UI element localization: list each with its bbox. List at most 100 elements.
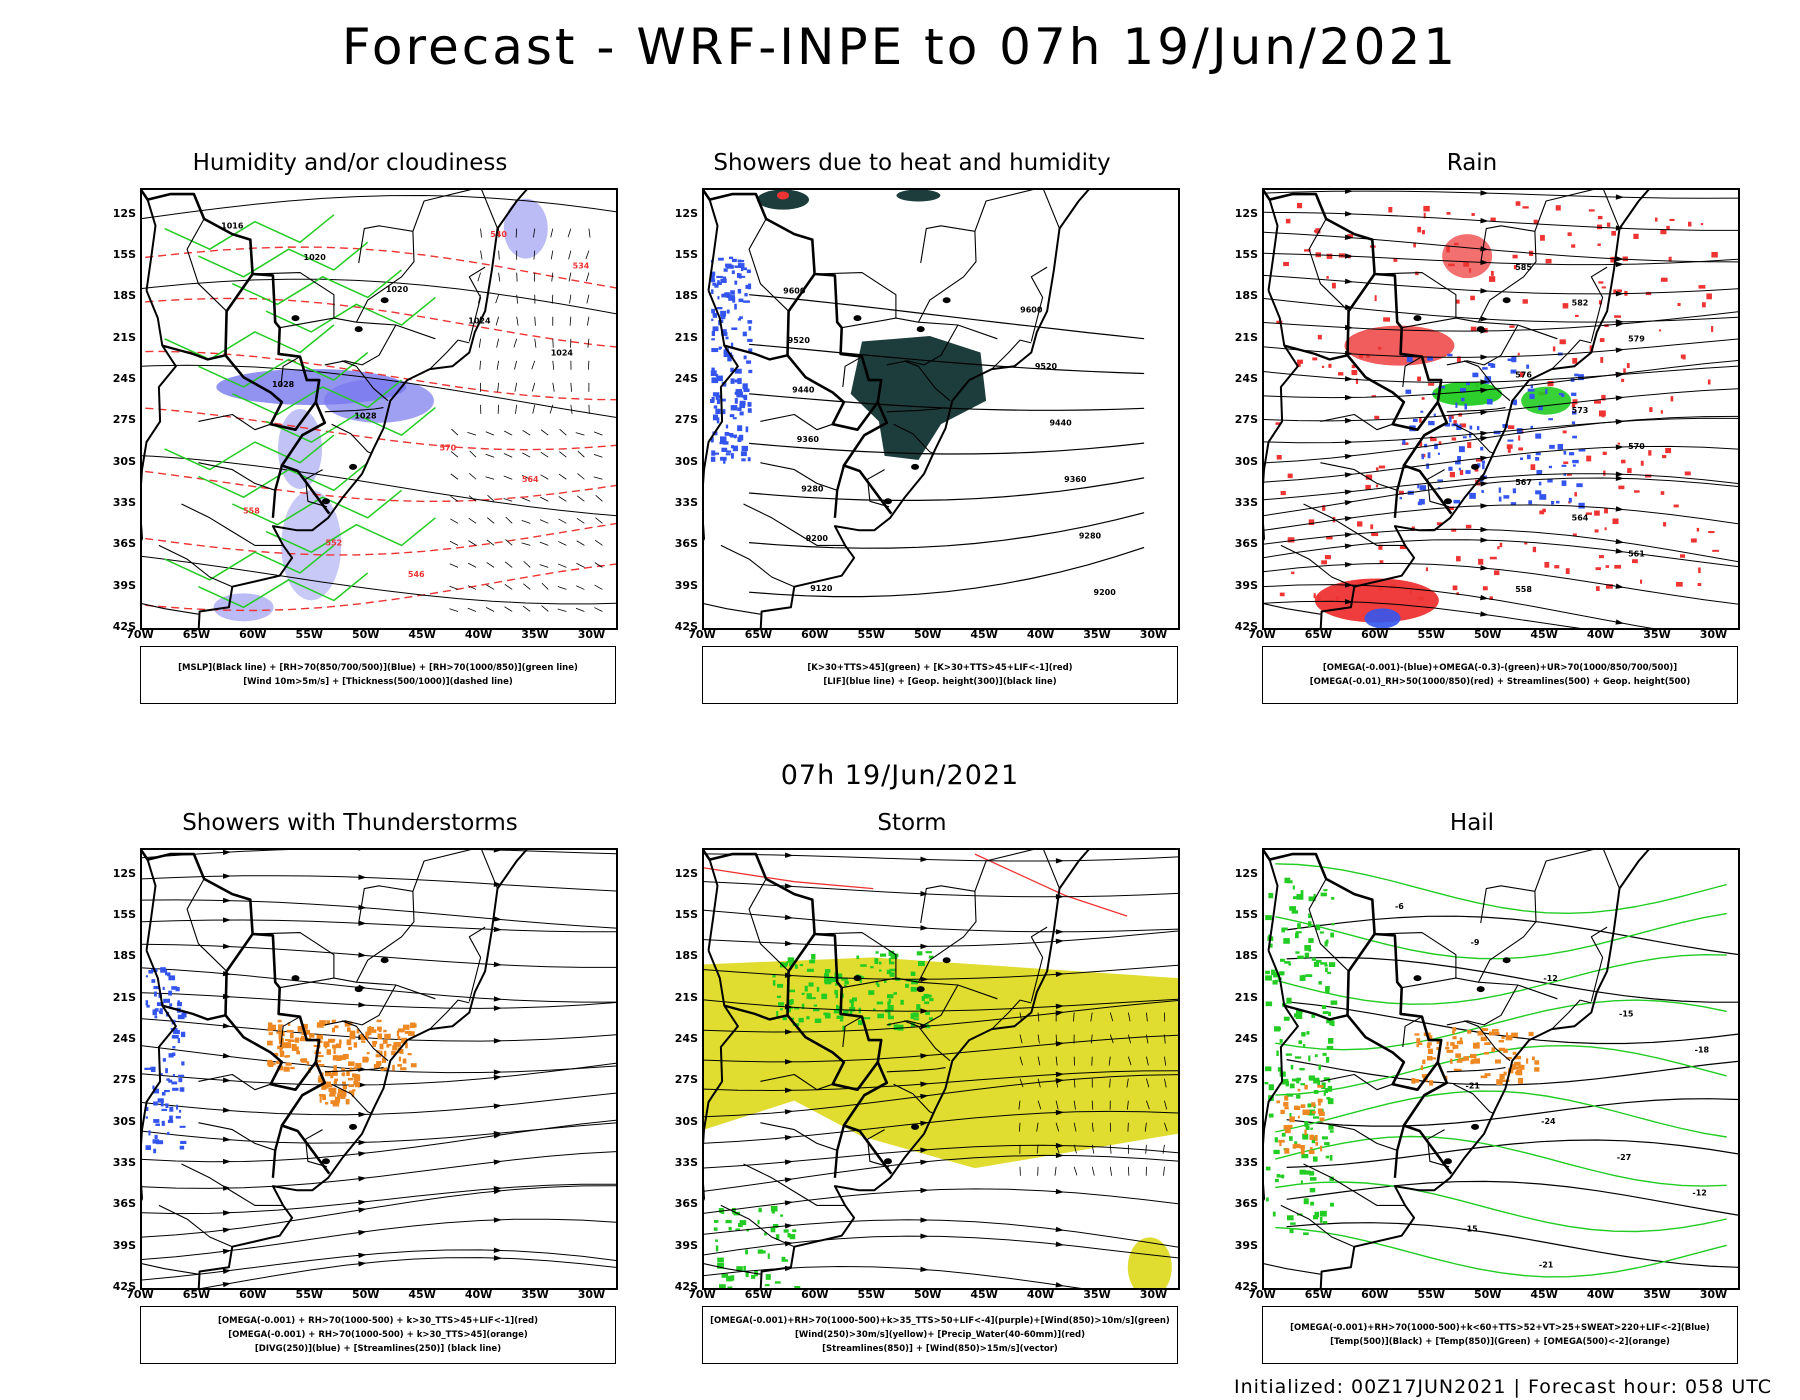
rain-blue-region [1527,454,1531,460]
rain-red-region [1701,302,1706,308]
streamline-arrow [1615,538,1624,545]
rain-blue-region [1412,418,1418,422]
low-level-jet-region [783,1229,789,1233]
rain-red-region [1594,510,1600,516]
rain-blue-region [1406,356,1413,363]
rain-blue-region [1449,416,1452,423]
contour-line [142,455,616,517]
low-level-jet-region [812,1008,820,1012]
thunderstorm-orange-region [276,1031,281,1034]
temperature-850-contour [1265,970,1270,975]
longitude-tick-label: 35W [1643,1288,1671,1301]
rain-red-region [1513,265,1517,270]
low-level-jet-region [879,969,882,972]
instability-red-region [777,191,789,200]
rain-blue-region [1528,500,1533,505]
wind-vector [1164,1056,1167,1066]
lifted-index-contour [743,300,750,303]
divergence-blue-contour [165,1103,169,1107]
contour-label: 9360 [1064,475,1087,484]
longitude-tick-label: 40W [464,1288,493,1301]
wind-vector [567,228,572,238]
rain-red-region [1712,549,1719,552]
streamline-arrow [1615,583,1624,589]
instability-region [896,190,941,202]
rain-red-region [1283,261,1289,267]
wind-vector [1145,1144,1147,1154]
omega-orange-region [1309,1134,1315,1140]
rain-red-region [1547,381,1554,387]
legend-line: [DIVG(250)](blue) + [Streamlines(250)] (… [254,1344,502,1354]
divergence-blue-contour [181,1061,185,1066]
wind-vector [569,316,572,326]
streamline-arrow [785,1029,794,1035]
lifted-index-contour [730,378,735,384]
thunderstorm-orange-region [349,1033,356,1040]
rain-blue-region [1548,465,1553,469]
contour-line [142,246,616,289]
latitude-tick-label: 39S [1234,578,1258,592]
rain-blue-region [1578,448,1586,452]
low-level-jet-region [824,973,830,979]
omega-orange-region [1297,1088,1301,1092]
omega-orange-region [1311,1102,1316,1107]
latitude-tick-label: 21S [112,330,136,344]
rain-red-region [1490,270,1494,276]
latitude-tick-label: 30S [674,1114,698,1128]
jet-stream-region [704,957,1178,1169]
thunderstorm-orange-region [400,1028,405,1033]
streamline-arrow [222,873,232,879]
lifted-index-contour [714,284,719,288]
streamline-arrow [493,1005,502,1011]
omega-orange-region [1416,1038,1421,1044]
state-border [743,1163,846,1206]
streamline-arrow [784,1134,794,1141]
streamline-arrow [358,920,367,926]
omega-orange-region [1491,1029,1499,1032]
thunderstorm-orange-region [272,1062,276,1066]
thunderstorm-orange-region [346,1039,352,1046]
rain-blue-region [1480,446,1484,451]
lake-feature [1443,498,1452,505]
rain-red-region [1314,229,1320,233]
lifted-index-contour [737,436,742,443]
wind-vector [451,428,459,436]
lake-feature [911,463,920,470]
thunderstorm-orange-region [376,1019,382,1023]
lifted-index-contour [710,456,716,462]
rain-red-region [1447,506,1454,511]
temperature-850-contour [1296,893,1304,900]
wind-vector [1109,1166,1112,1176]
divergence-blue-contour [169,1115,173,1122]
streamline-arrow [493,926,502,933]
wind-vector [468,517,477,524]
wind-vector [505,539,513,546]
rain-red-region [1562,430,1567,434]
lake-feature [1502,297,1511,304]
rain-red-region [1563,461,1569,465]
temperature-850-contour [1327,1037,1334,1044]
rain-blue-region [1493,430,1501,435]
longitude-tick-label: 55W [295,1288,323,1301]
rain-red-region [1471,213,1475,216]
rain-red-region [1337,372,1344,376]
state-border [186,878,227,972]
streamline-arrow [358,1207,367,1213]
state-border [720,1204,795,1248]
country-border [704,850,893,1175]
low-level-jet-region [781,1256,786,1262]
low-level-jet-region [827,976,833,983]
thunderstorm-orange-region [392,1045,397,1051]
longitude-tick-label: 30W [577,628,606,641]
longitude-tick-label: 70W [688,1288,716,1301]
wind-vector [531,382,536,392]
lifted-index-contour [737,378,742,384]
rain-red-region [1711,326,1714,332]
rain-red-region [1371,395,1377,398]
low-level-jet-region [736,1266,743,1272]
longitude-tick-label: 35W [1083,628,1111,641]
panel-title: Rain [1446,150,1498,176]
low-level-jet-region [875,951,879,954]
temperature-850-contour [1276,1173,1281,1178]
longitude-tick-label: 45W [970,1288,998,1301]
